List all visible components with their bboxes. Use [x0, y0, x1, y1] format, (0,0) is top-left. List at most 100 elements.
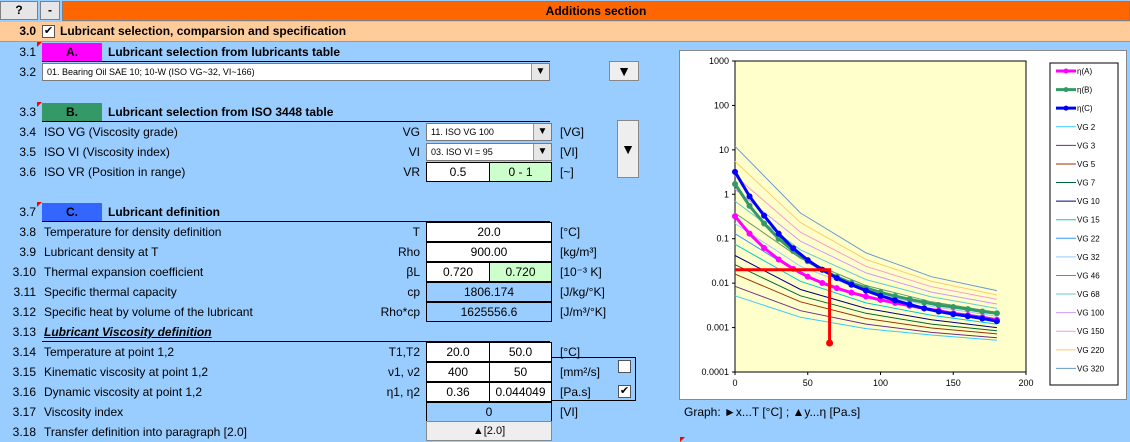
data-point: [819, 279, 826, 286]
viscosity-index-unit: [VI]: [560, 405, 579, 419]
vr-unit: [~]: [560, 165, 574, 179]
data-point: [906, 301, 913, 308]
iso-vg-select[interactable]: 11. ISO VG 100 ▼: [426, 123, 552, 141]
row-number: 3.8: [19, 225, 36, 239]
temperature-density-input[interactable]: 20.0: [426, 222, 552, 242]
data-point: [979, 315, 986, 322]
y-tick-label: 0.01: [711, 278, 729, 288]
apply-lubricant-button[interactable]: ▼: [609, 61, 639, 81]
divider: [42, 61, 550, 62]
row-number: 3.2: [19, 65, 36, 79]
legend-entry: VG 22: [1077, 234, 1100, 243]
x-tick-label: 150: [946, 378, 961, 388]
legend-entry: VG 15: [1077, 216, 1100, 225]
row-number: 3.6: [19, 165, 36, 179]
nu1-input[interactable]: 400: [426, 362, 490, 382]
t1t2-symbol: T1,T2: [388, 345, 420, 359]
lubricant-select[interactable]: 01. Bearing Oil SAE 10; 10-W (ISO VG~32,…: [42, 63, 550, 81]
comment-marker: [37, 202, 42, 207]
chevron-down-icon[interactable]: ▼: [533, 144, 551, 160]
help-button[interactable]: ?: [0, 1, 38, 20]
legend-entry: VG 320: [1077, 364, 1105, 373]
data-point: [964, 306, 971, 313]
row-number: 3.15: [12, 365, 36, 379]
chevron-down-icon[interactable]: ▼: [533, 124, 551, 140]
data-point: [993, 310, 1000, 317]
chevron-down-icon[interactable]: ▼: [531, 64, 549, 80]
data-point: [761, 244, 768, 251]
vr-input[interactable]: 0.5: [426, 162, 490, 182]
viscosity-index-value: 0: [426, 402, 552, 422]
dynamic-viscosity-unit: [Pa.s]: [560, 385, 591, 399]
legend-marker: [1063, 68, 1069, 74]
transfer-button[interactable]: ▲[2.0]: [426, 421, 552, 441]
checkbox-group-frame: [552, 357, 636, 401]
kinematic-viscosity-label: Kinematic viscosity at point 1,2: [44, 365, 209, 379]
viscosity-chart-svg: 0.0001 0.001 0.01 0.1 1 10 100 1000 0 50 100 150 200…: [701, 56, 1119, 388]
eta1-input[interactable]: 0.36: [426, 382, 490, 402]
data-point: [892, 293, 899, 300]
row-number: 3.18: [12, 425, 36, 439]
series-line: [734, 188, 997, 305]
series-line: [734, 285, 997, 339]
y-tick-label: 0.1: [716, 234, 729, 244]
dynamic-viscosity-checkbox[interactable]: ✔: [618, 385, 631, 398]
data-point: [732, 168, 738, 175]
density-input[interactable]: 900.00: [426, 242, 552, 262]
cp-symbol: cp: [407, 285, 420, 299]
legend-entry: VG 10: [1077, 197, 1100, 206]
iso-vg-label: ISO VG (Viscosity grade): [44, 125, 178, 139]
section-a-title: Lubricant selection from lubricants tabl…: [108, 45, 341, 59]
data-point: [804, 257, 811, 264]
vg-symbol: VG: [402, 125, 420, 139]
eta2-input[interactable]: 0.044049: [489, 382, 552, 402]
iso-vi-select[interactable]: 03. ISO VI = 95 ▼: [426, 143, 552, 161]
annotation-line: [735, 268, 832, 343]
apply-iso-button[interactable]: ▼: [617, 120, 639, 178]
badge-b: B.: [42, 103, 102, 121]
divider: [42, 221, 550, 222]
temperature-density-label: Temperature for density definition: [44, 225, 222, 239]
row-number: 3.13: [12, 325, 36, 339]
row-number: 3.4: [19, 125, 36, 139]
density-label: Lubricant density at T: [44, 245, 159, 259]
comment-marker: [37, 102, 42, 107]
data-point: [921, 305, 928, 312]
row-number: 3.3: [19, 105, 36, 119]
lubricant-select-value: 01. Bearing Oil SAE 10; 10-W (ISO VG~32,…: [47, 67, 255, 77]
section-30-title: Lubricant selection, comparsion and spec…: [60, 24, 347, 38]
x-tick-label: 100: [873, 378, 888, 388]
rhocp-symbol: Rho*cp: [380, 305, 420, 319]
iso-vi-label: ISO VI (Viscosity index): [44, 145, 170, 159]
data-point: [775, 230, 782, 237]
data-point: [790, 245, 797, 252]
legend-marker: [1063, 87, 1069, 93]
data-point: [892, 297, 899, 304]
expansion-input[interactable]: 0.720: [426, 262, 490, 282]
section-c-title: Lubricant definition: [108, 205, 220, 219]
badge-c: C.: [42, 203, 102, 221]
viscosity-definition-title: Lubricant Viscosity definition: [44, 325, 212, 339]
vr-range: 0 - 1: [489, 162, 552, 182]
collapse-button[interactable]: -: [40, 1, 60, 20]
data-point: [993, 318, 1000, 325]
y-tick-label: 1: [724, 189, 729, 199]
kinematic-viscosity-checkbox[interactable]: [618, 360, 631, 373]
heat-volume-label: Specific heat by volume of the lubricant: [44, 305, 253, 319]
iso-vg-value: 11. ISO VG 100: [431, 127, 494, 137]
beta-symbol: βL: [406, 265, 420, 279]
row-number: 3.10: [12, 265, 36, 279]
t1-input[interactable]: 20.0: [426, 342, 490, 362]
row-number: 3.1: [19, 45, 36, 59]
y-tick-label: 0.001: [706, 323, 729, 333]
section-30-checkbox[interactable]: ✔: [42, 25, 55, 38]
nu2-input[interactable]: 50: [489, 362, 552, 382]
t2-input[interactable]: 50.0: [489, 342, 552, 362]
expansion-reference: 0.720: [489, 262, 552, 282]
expansion-unit: [10⁻³ K]: [560, 265, 602, 279]
row-number: 3.14: [12, 345, 36, 359]
legend-entry: VG 150: [1077, 327, 1105, 336]
dynamic-viscosity-label: Dynamic viscosity at point 1,2: [44, 385, 203, 399]
x-tick-label: 0: [732, 378, 737, 388]
data-point: [775, 256, 782, 263]
